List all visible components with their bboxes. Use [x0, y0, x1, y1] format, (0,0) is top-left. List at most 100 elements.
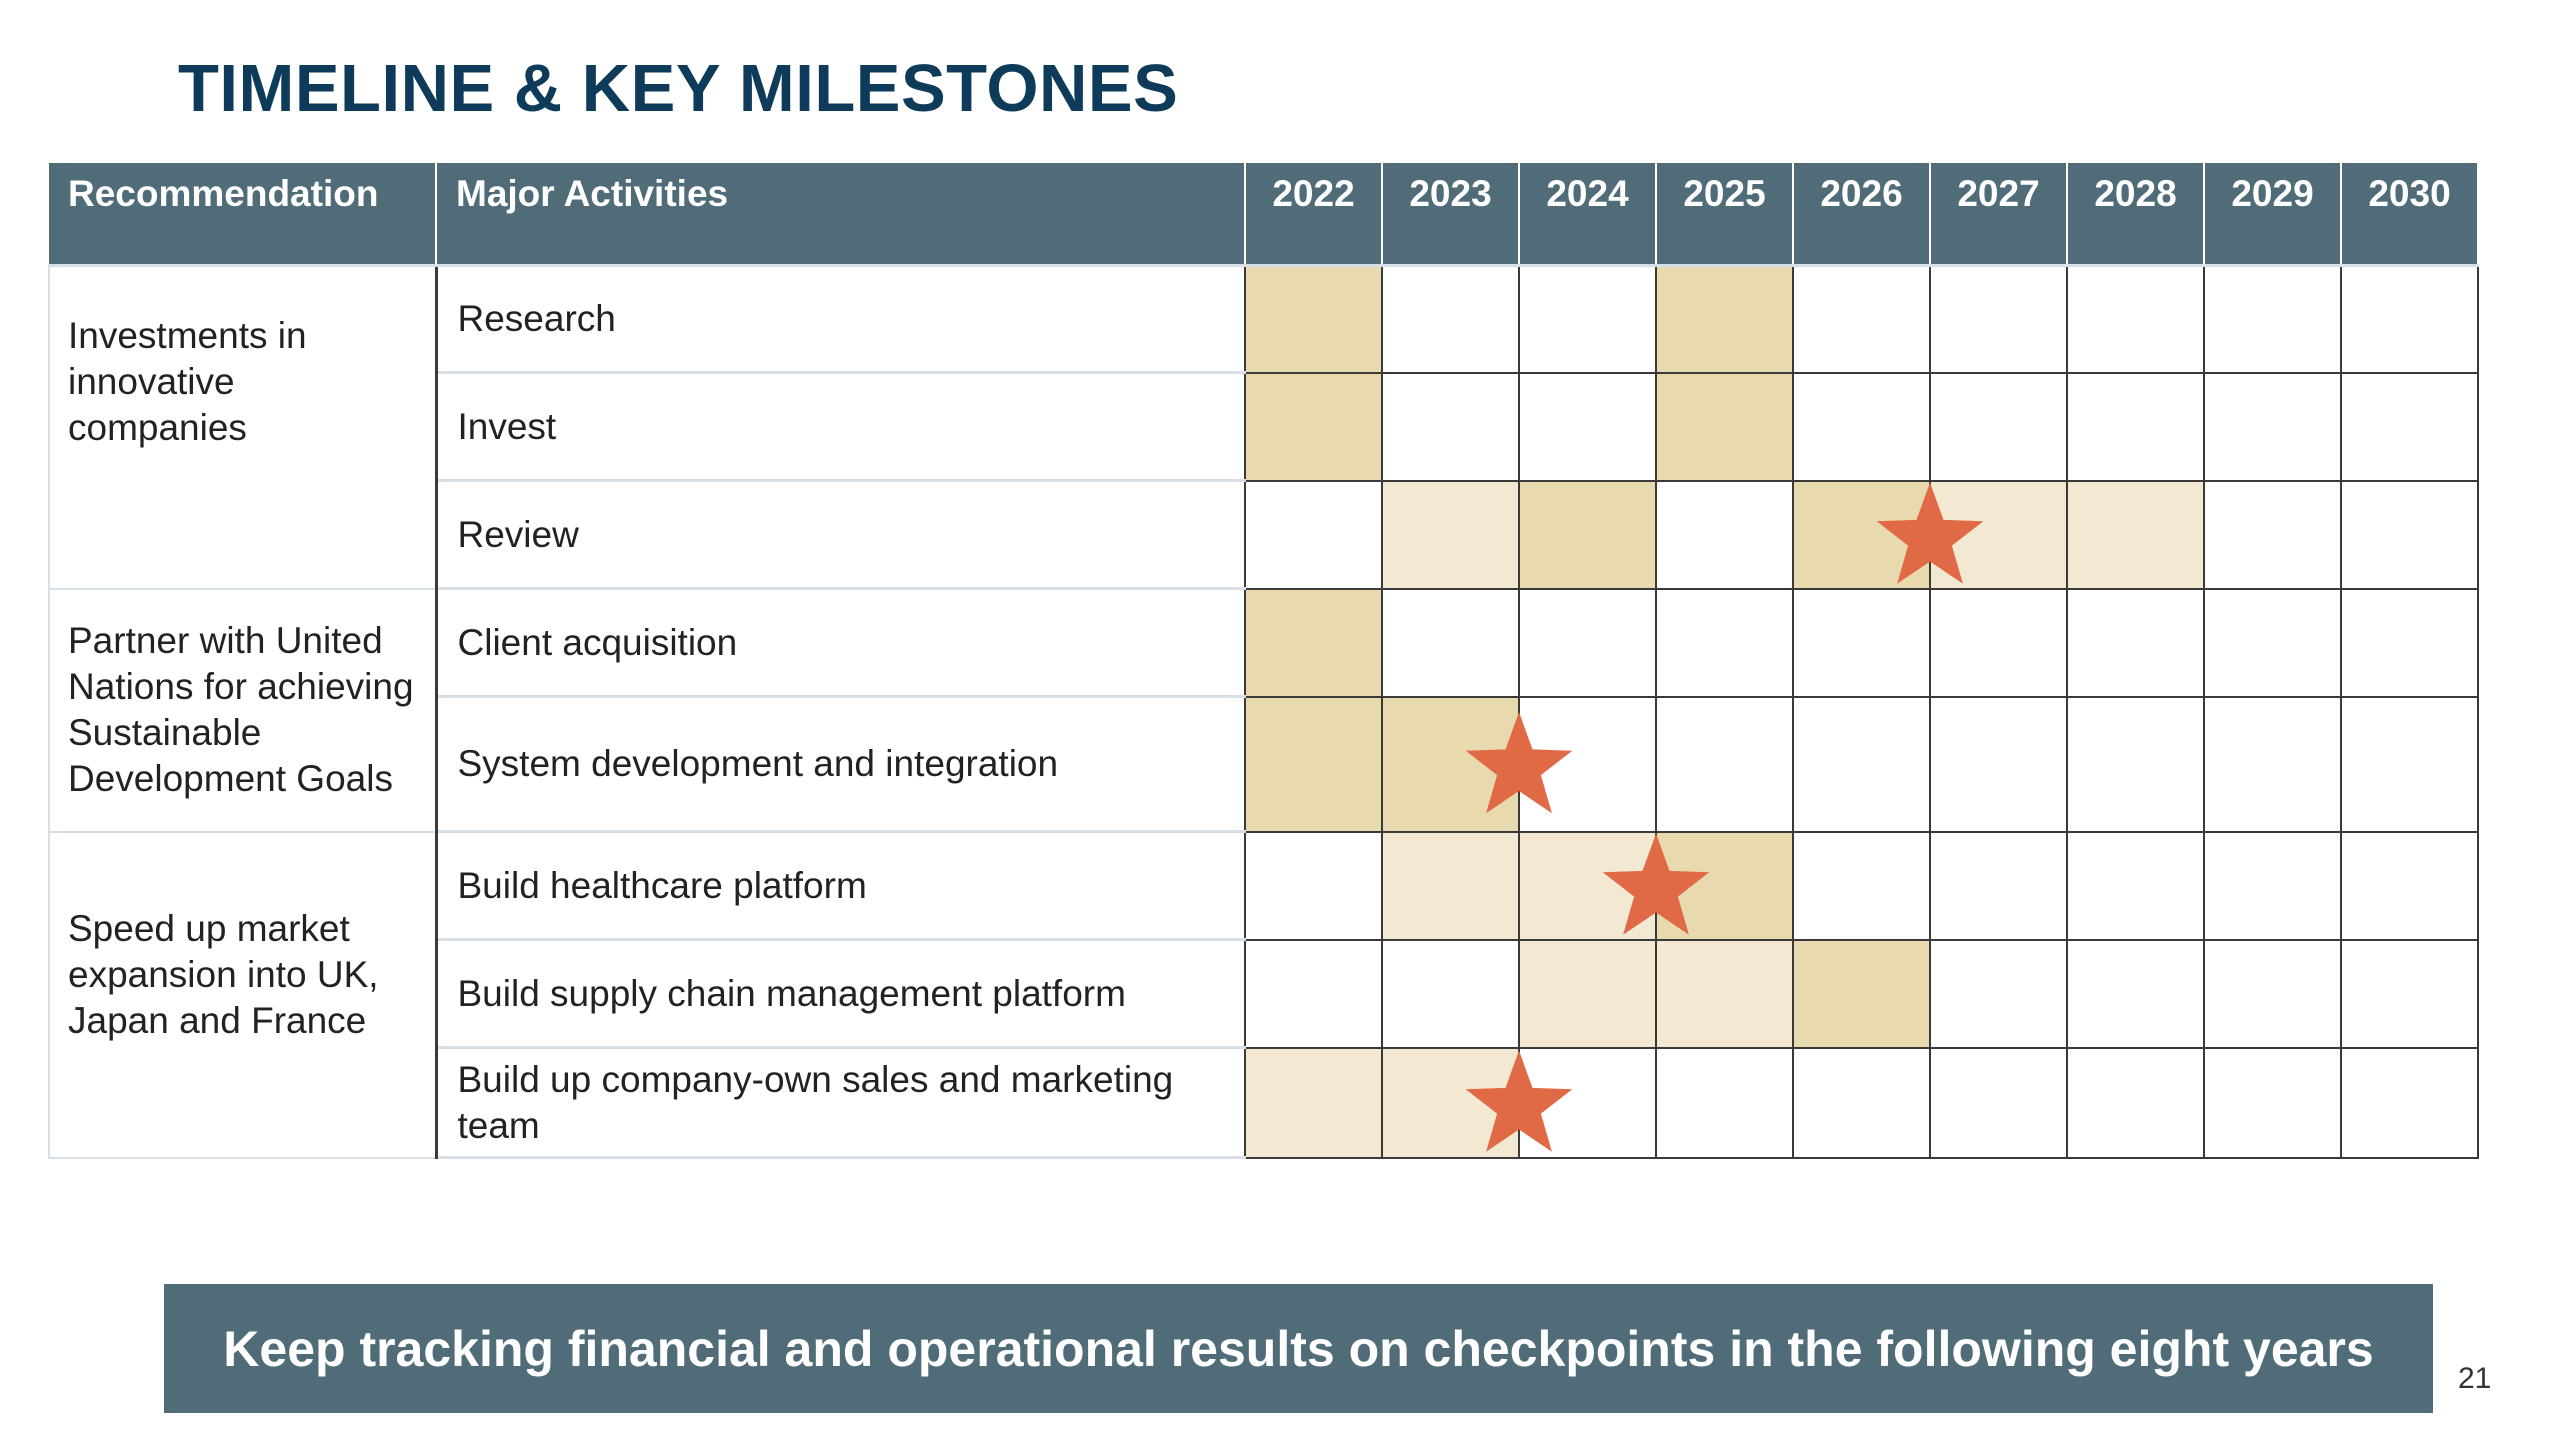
activity-cell: Build up company-own sales and marketing…	[436, 1046, 1246, 1159]
timeline-cell-2029	[2203, 371, 2342, 482]
activity-cell: Client acquisition	[436, 587, 1246, 698]
timeline-cell-2030	[2340, 830, 2479, 941]
timeline-cell-2022	[1244, 830, 1383, 941]
timeline-cell-2029	[2203, 938, 2342, 1049]
timeline-cell-2030	[2340, 695, 2479, 833]
timeline-cell-2027	[1929, 479, 2068, 590]
timeline-cell-2022	[1244, 1046, 1383, 1159]
activity-cell: Build healthcare platform	[436, 830, 1246, 941]
table-row: Build supply chain management platform	[49, 938, 2479, 1049]
timeline-cell-2028	[2066, 938, 2205, 1049]
table-row: Investments in innovative companies Resea…	[48, 264, 2479, 590]
recommendation-cell: Investments in innovative companies	[48, 264, 438, 590]
timeline-cell-2023	[1381, 695, 1520, 833]
timeline-cell-2030	[2340, 479, 2479, 590]
timeline-cell-2023	[1381, 479, 1520, 590]
timeline-cell-2030	[2340, 587, 2479, 698]
summary-banner: Keep tracking financial and operational …	[164, 1284, 2433, 1413]
timeline-cell-2028	[2066, 587, 2205, 698]
timeline-cell-2024	[1518, 371, 1657, 482]
timeline-cell-2026	[1792, 587, 1931, 698]
timeline-cell-2023	[1381, 371, 1520, 482]
timeline-cell-2025	[1655, 695, 1794, 833]
timeline-cell-2024	[1518, 264, 1657, 374]
activity-cell: Build supply chain management platform	[436, 938, 1246, 1049]
timeline-cell-2024	[1518, 938, 1657, 1049]
header-year: 2027	[1930, 163, 2068, 267]
timeline-cell-2029	[2203, 1046, 2342, 1159]
timeline-cell-2028	[2066, 264, 2205, 374]
header-recommendation: Recommendation	[49, 163, 437, 267]
header-year: 2029	[2204, 163, 2342, 267]
timeline-cell-2025	[1655, 264, 1794, 374]
timeline-cell-2028	[2066, 830, 2205, 941]
timeline-cell-2028	[2066, 1046, 2205, 1159]
timeline-cell-2027	[1929, 938, 2068, 1049]
table-row: Review	[49, 479, 2479, 590]
activity-cell: Invest	[436, 371, 1246, 482]
header-year: 2022	[1245, 163, 1383, 267]
table-row: Partner with United Nations for achievin…	[48, 587, 2479, 833]
timeline-cell-2023	[1381, 587, 1520, 698]
timeline-cell-2029	[2203, 479, 2342, 590]
timeline-cell-2022	[1244, 479, 1383, 590]
timeline-cell-2027	[1929, 695, 2068, 833]
header-year: 2024	[1519, 163, 1657, 267]
timeline-cell-2029	[2203, 695, 2342, 833]
timeline-cell-2027	[1929, 264, 2068, 374]
header-year: 2030	[2341, 163, 2479, 267]
header-year: 2023	[1382, 163, 1520, 267]
timeline-cell-2022	[1244, 371, 1383, 482]
recommendation-cell: Partner with United Nations for achievin…	[48, 587, 438, 833]
timeline-cell-2024	[1518, 479, 1657, 590]
timeline-cell-2025	[1655, 938, 1794, 1049]
timeline-cell-2026	[1792, 695, 1931, 833]
timeline-cell-2023	[1381, 264, 1520, 374]
timeline-cell-2028	[2066, 479, 2205, 590]
timeline-cell-2023	[1381, 1046, 1520, 1159]
timeline-cell-2024	[1518, 695, 1657, 833]
timeline-cell-2025	[1655, 587, 1794, 698]
timeline-cell-2025	[1655, 830, 1794, 941]
banner-text: Keep tracking financial and operational …	[223, 1320, 2374, 1377]
header-year: 2028	[2067, 163, 2205, 267]
timeline-cell-2029	[2203, 264, 2342, 374]
header-major-activities: Major Activities	[436, 163, 1246, 267]
timeline-cell-2027	[1929, 371, 2068, 482]
timeline-cell-2025	[1655, 371, 1794, 482]
timeline-cell-2026	[1792, 371, 1931, 482]
timeline-cell-2025	[1655, 1046, 1794, 1159]
timeline-cell-2027	[1929, 830, 2068, 941]
timeline-cell-2028	[2066, 695, 2205, 833]
timeline-cell-2022	[1244, 264, 1383, 374]
timeline-cell-2026	[1792, 938, 1931, 1049]
timeline-cell-2030	[2340, 371, 2479, 482]
timeline-cell-2024	[1518, 1046, 1657, 1159]
page-number: 21	[2458, 1362, 2492, 1395]
table-row: Build up company-own sales and marketing…	[49, 1046, 2479, 1159]
page-title: TIMELINE & KEY MILESTONES	[178, 51, 1179, 126]
timeline-cell-2023	[1381, 830, 1520, 941]
activity-cell: Research	[436, 264, 1246, 374]
timeline-cell-2029	[2203, 587, 2342, 698]
header-year: 2026	[1793, 163, 1931, 267]
table-row: System development and integration	[49, 695, 2479, 833]
timeline-cell-2026	[1792, 830, 1931, 941]
activity-cell: Review	[436, 479, 1246, 590]
table-row: Invest	[49, 371, 2479, 482]
activity-cell: System development and integration	[436, 695, 1246, 833]
timeline-cell-2026	[1792, 1046, 1931, 1159]
timeline-cell-2027	[1929, 1046, 2068, 1159]
timeline-cell-2022	[1244, 938, 1383, 1049]
timeline-cell-2027	[1929, 587, 2068, 698]
timeline-cell-2028	[2066, 371, 2205, 482]
timeline-cell-2022	[1244, 695, 1383, 833]
timeline-cell-2029	[2203, 830, 2342, 941]
timeline-cell-2025	[1655, 479, 1794, 590]
timeline-cell-2024	[1518, 830, 1657, 941]
timeline-cell-2026	[1792, 264, 1931, 374]
timeline-cell-2024	[1518, 587, 1657, 698]
timeline-cell-2023	[1381, 938, 1520, 1049]
timeline-cell-2026	[1792, 479, 1931, 590]
timeline-table: Recommendation Major Activities 2022 202…	[48, 163, 2479, 1159]
